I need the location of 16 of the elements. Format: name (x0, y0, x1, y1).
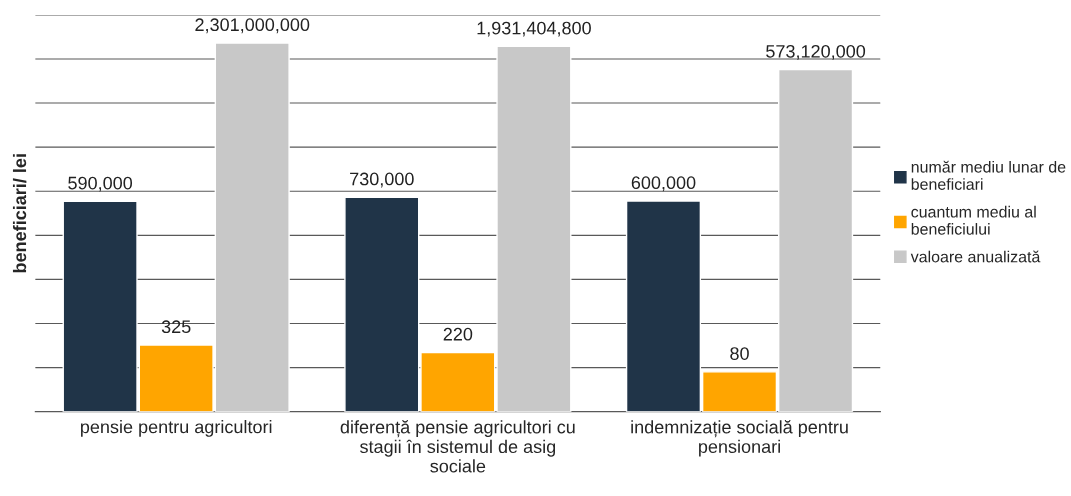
legend-label: cuantum mediu al beneficiului (911, 205, 1036, 235)
data-label: 2,301,000,000 (195, 18, 310, 34)
data-label: 220 (443, 327, 473, 341)
legend-label: număr mediu lunar de beneficiari (911, 160, 1066, 190)
data-label: 325 (161, 320, 191, 334)
data-label: 80 (730, 347, 749, 360)
data-label: 730,000 (350, 172, 414, 188)
data-label: 600,000 (631, 176, 696, 192)
y-axis-title: beneficiari/ lei (12, 154, 27, 273)
legend-label: valoare anualizată (910, 250, 1041, 263)
x-tick-label: pensie pentru agricultori (81, 420, 272, 437)
x-tick-label: diferență pensie agricultori cu stagii în sistemul de asig sociale (340, 420, 575, 473)
data-label: 590,000 (68, 176, 133, 192)
x-tick-label: indemnizație socială pentru pensionari (631, 420, 848, 457)
data-label: 1,931,404,800 (477, 21, 591, 37)
data-label: 573,120,000 (766, 44, 866, 60)
